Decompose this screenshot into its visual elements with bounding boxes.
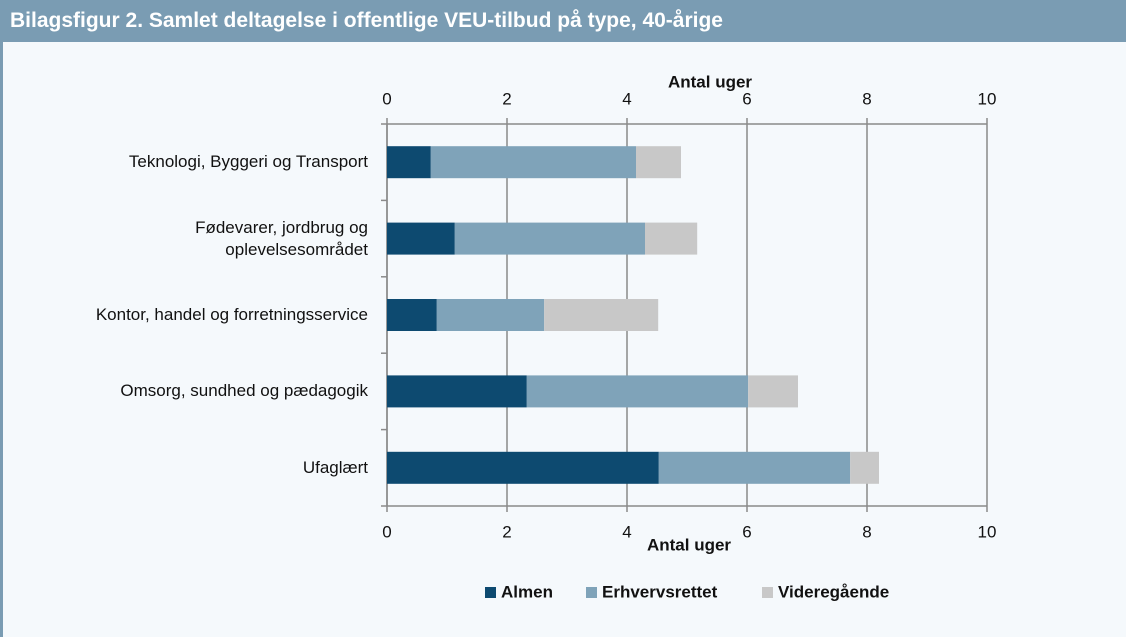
bar-segment (658, 451, 851, 484)
bar-segment (850, 451, 879, 484)
bar-segment (526, 375, 749, 408)
x-tick-label-top: 10 (978, 89, 997, 108)
frame-border (0, 42, 3, 637)
y-tick-label: Omsorg, sundhed og pædagogik (120, 381, 368, 401)
x-tick-label-bottom: 6 (742, 522, 751, 541)
x-tick-label-bottom: 2 (502, 522, 511, 541)
legend-label: Almen (501, 582, 553, 601)
bar-segment (387, 146, 431, 179)
bar-segment (387, 299, 437, 331)
bar-segment (645, 222, 698, 255)
bar-segment (436, 299, 545, 331)
x-tick-label-top: 6 (742, 89, 751, 108)
x-tick-label-bottom: 10 (978, 522, 997, 541)
x-tick-label-top: 8 (862, 89, 871, 108)
y-tick-label: Ufaglært (302, 457, 368, 477)
x-axis-title-top: Antal uger (668, 72, 752, 91)
bar-segment (387, 375, 527, 408)
y-tick-label: Kontor, handel og forretningsservice (95, 305, 368, 324)
x-tick-label-top: 2 (502, 89, 511, 108)
bar-segment (544, 299, 659, 331)
bar-segment (387, 222, 455, 255)
x-axis-title-bottom: Antal uger (647, 535, 731, 554)
legend-swatch (586, 587, 597, 598)
legend-label: Erhvervsrettet (602, 582, 718, 601)
x-tick-label-top: 0 (382, 89, 391, 108)
bar-segment (748, 375, 798, 408)
y-tick-label: Teknologi, Byggeri og Transport (128, 152, 368, 172)
legend-swatch (762, 587, 773, 598)
chart-title: Bilagsfigur 2. Samlet deltagelse i offen… (0, 0, 1126, 42)
legend-label: Videregående (778, 582, 889, 601)
x-tick-label-top: 4 (622, 89, 631, 108)
y-tick-label: Fødevarer, jordbrug og oplevelsesområdet (195, 217, 368, 259)
x-tick-label-bottom: 0 (382, 522, 391, 541)
bar-segment (387, 451, 659, 484)
x-tick-label-bottom: 8 (862, 522, 871, 541)
legend-swatch (485, 587, 496, 598)
bar-segment (636, 146, 681, 179)
bar-segment (430, 146, 636, 179)
x-tick-label-bottom: 4 (622, 522, 631, 541)
bar-segment (454, 222, 645, 255)
